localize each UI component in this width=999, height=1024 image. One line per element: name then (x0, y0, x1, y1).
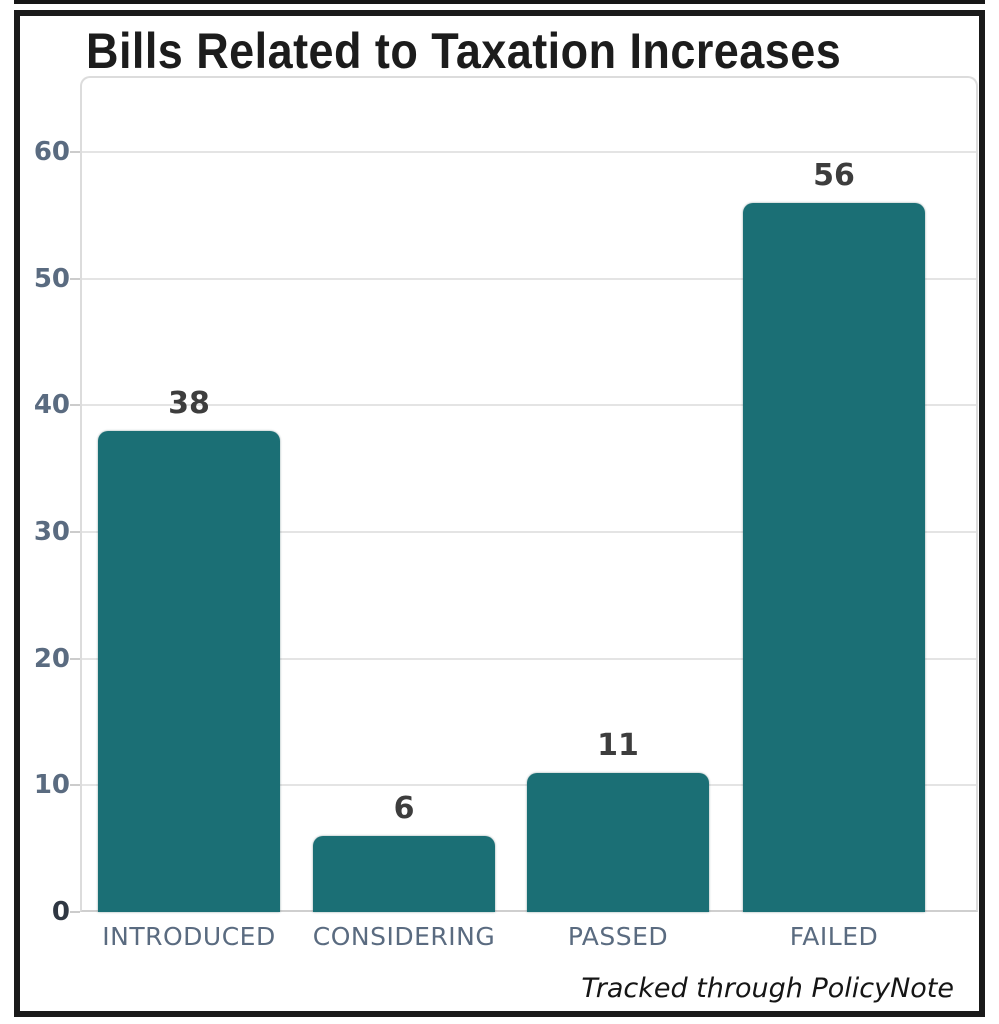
y-tick-label-60: 60 (33, 137, 70, 167)
chart-title: Bills Related to Taxation Increases (86, 23, 842, 79)
y-tick-label-0: 0 (51, 897, 70, 927)
x-tick-label-introduced: INTRODUCED (102, 922, 276, 951)
bar-value-label-passed: 11 (597, 727, 639, 763)
y-tick-label-50: 50 (33, 263, 70, 294)
x-tick-label-passed: PASSED (567, 922, 669, 951)
y-tick-mark-10 (70, 784, 80, 787)
x-tick-label-considering: CONSIDERING (312, 922, 496, 951)
x-tick-label-failed: FAILED (789, 922, 879, 951)
gridline-30 (82, 531, 976, 533)
gridline-60 (82, 151, 976, 153)
y-tick-mark-20 (70, 657, 80, 660)
gridline-50 (82, 277, 976, 280)
y-tick-mark-60 (70, 151, 80, 153)
y-tick-mark-30 (70, 531, 80, 533)
y-tick-label-20: 20 (33, 643, 70, 674)
y-tick-mark-50 (70, 277, 80, 280)
bar-value-label-failed: 56 (813, 157, 855, 193)
source-note: Tracked through PolicyNote (581, 973, 954, 1004)
bar-value-label-considering: 6 (393, 791, 415, 826)
y-tick-mark-0 (70, 911, 80, 913)
y-tick-label-30: 30 (33, 517, 70, 547)
chart-frame-border (14, 10, 985, 1017)
bar-failed (743, 202, 925, 912)
bar-value-label-introduced: 38 (168, 385, 210, 421)
gridline-20 (82, 657, 976, 660)
gridline-40 (82, 404, 976, 407)
bar-introduced (98, 430, 280, 912)
bar-considering (313, 836, 495, 912)
y-tick-label-10: 10 (33, 770, 70, 801)
y-tick-mark-40 (70, 404, 80, 407)
crop-edge-strip (14, 0, 985, 4)
y-tick-label-40: 40 (33, 390, 70, 421)
bar-passed (527, 772, 709, 912)
